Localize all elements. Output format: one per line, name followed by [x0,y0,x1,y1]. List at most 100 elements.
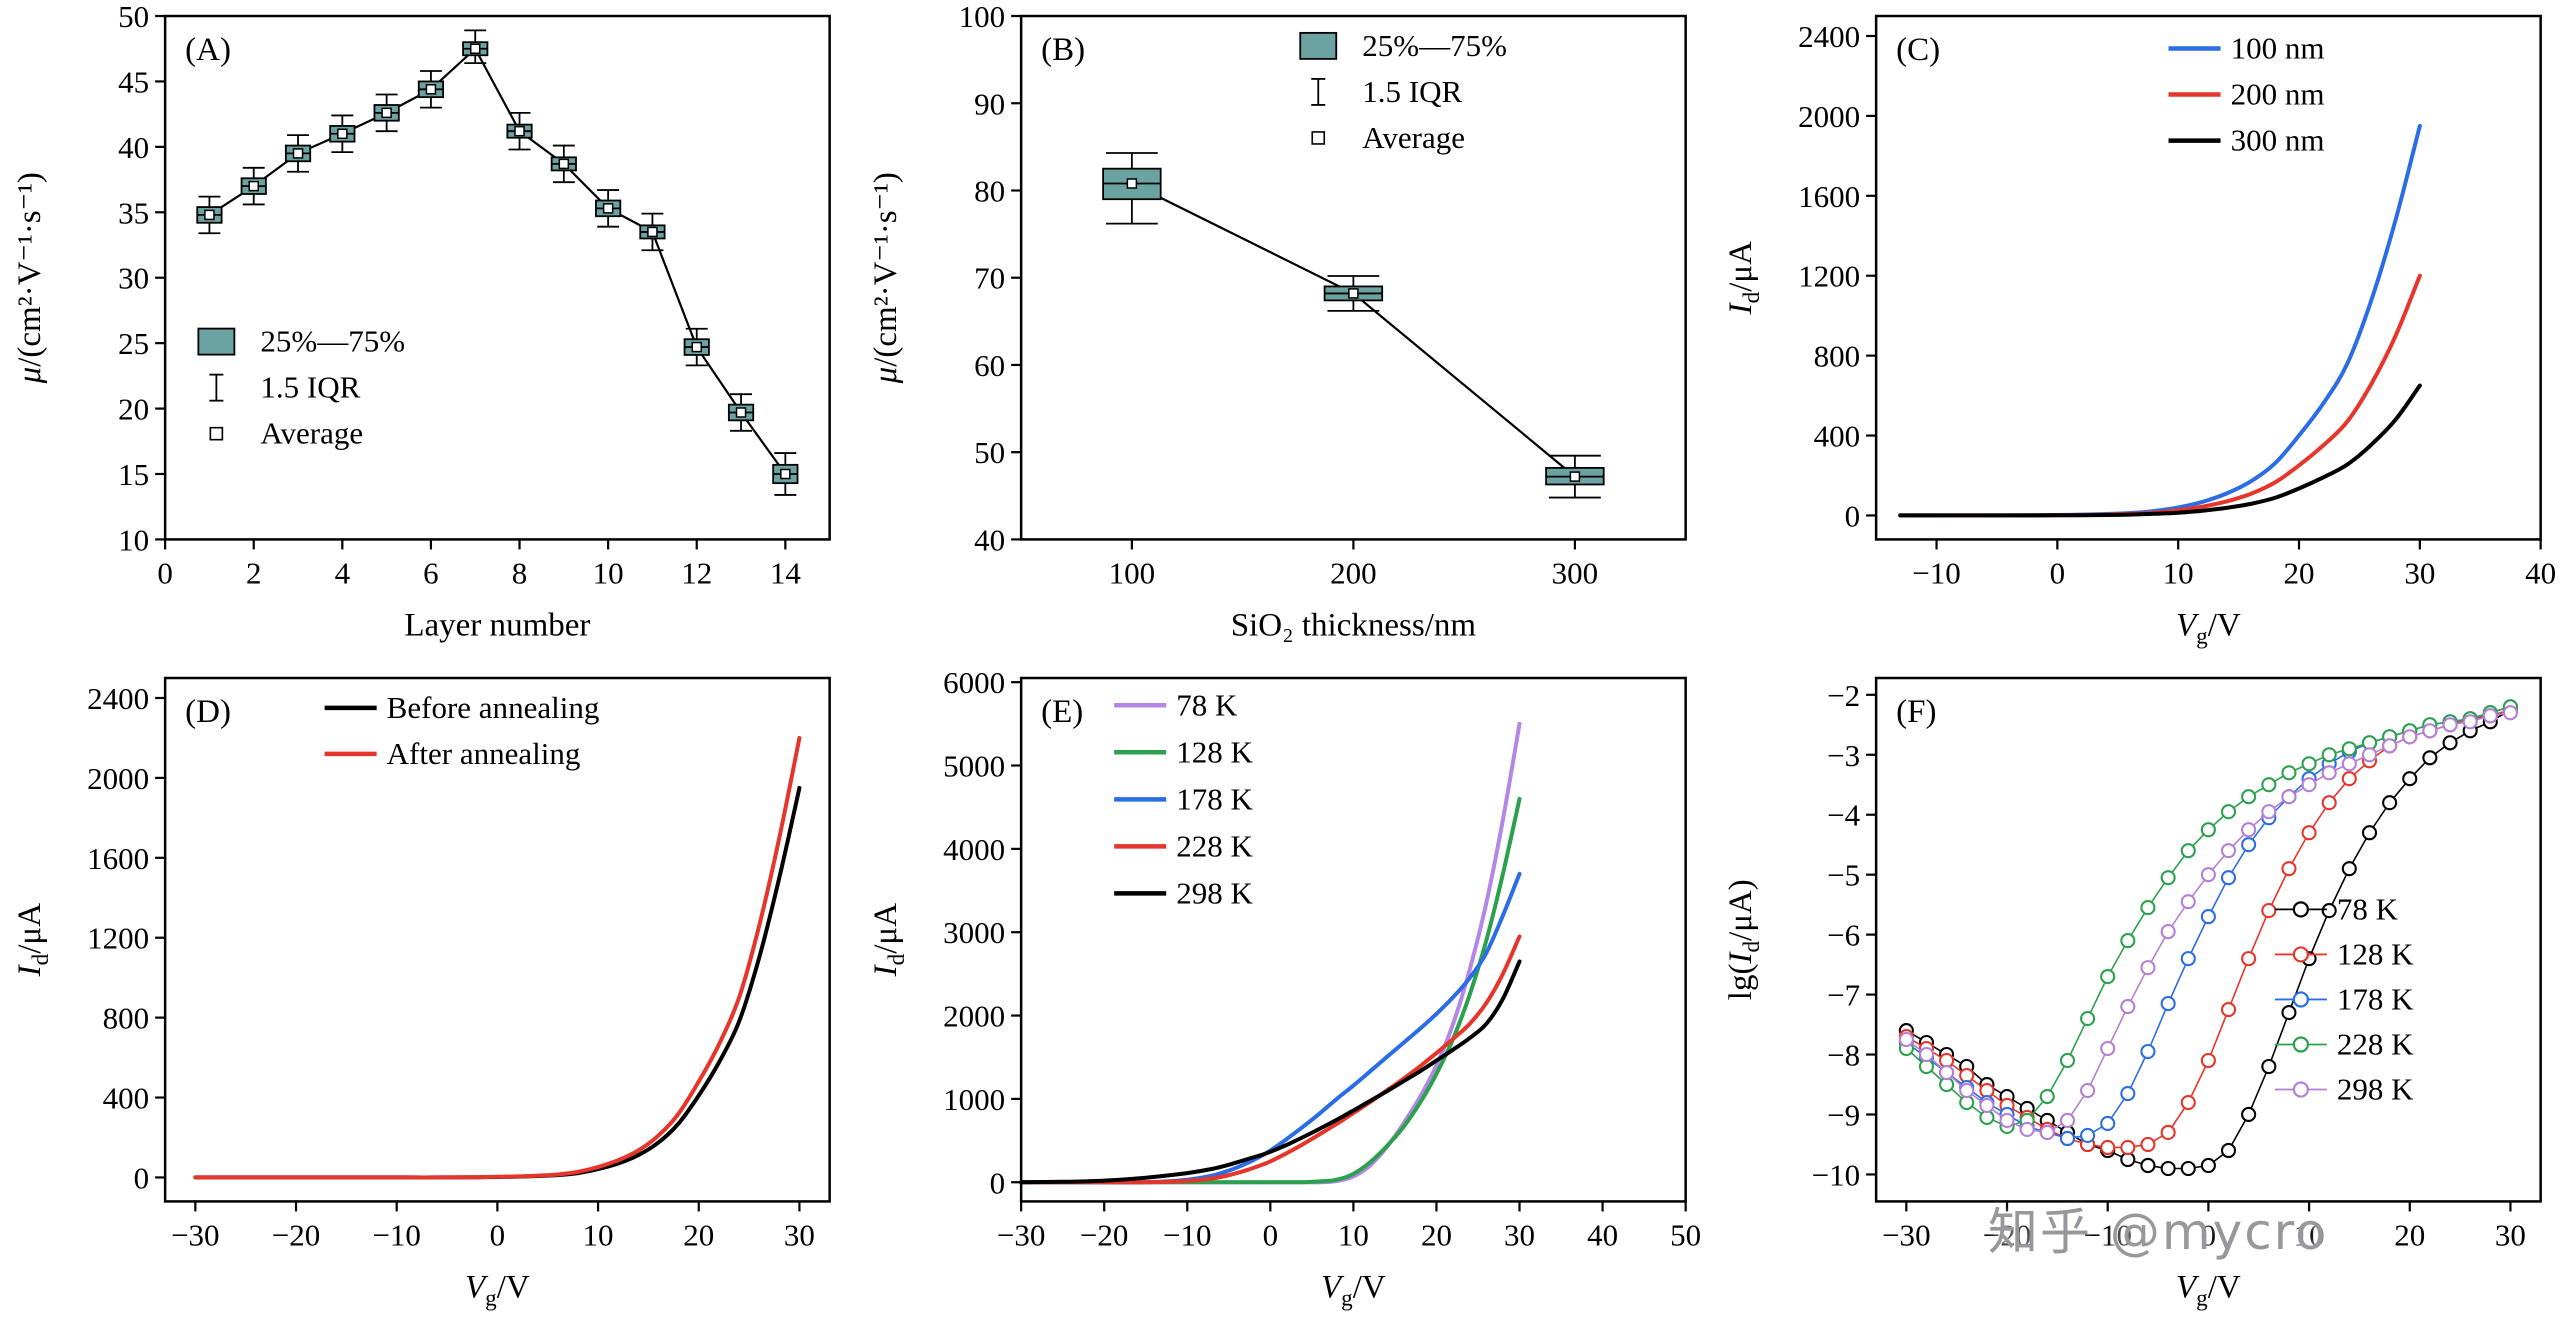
legend-label: 200 nm [2231,77,2325,112]
x-tick-label: −10 [2084,1217,2133,1252]
x-tick-label: 100 [1108,555,1155,590]
legend-label: 1.5 IQR [1362,74,1462,109]
series-marker-298-K [1959,1082,1975,1098]
series-marker-298-K [2402,728,2418,744]
series-marker-228-K [2321,746,2338,762]
series-marker-128-K [2201,1052,2217,1068]
series-marker-78-K [2181,1160,2197,1176]
series-marker-298-K [2442,716,2458,732]
legend-label: After annealing [387,735,581,770]
series-marker-128-K [2342,770,2358,786]
y-tick-label: 2400 [1798,19,1860,54]
series-marker-298-K [1979,1097,1995,1113]
y-tick-label: 10 [118,522,149,557]
series-marker-78-K [2201,1157,2217,1173]
y-tick-label: −8 [1827,1037,1860,1072]
legend-circle-glyph [2293,1080,2310,1098]
series-marker-298-K [2201,866,2217,882]
y-tick-label: 0 [1845,498,1861,533]
average-marker [248,180,259,192]
x-tick-label: 14 [770,555,802,590]
x-tick-label: 200 [1330,555,1377,590]
y-tick-label: 2000 [943,998,1005,1033]
series-group-E [1018,721,1522,1184]
y-tick-label: 100 [958,0,1005,34]
legend-label: 178 K [2337,981,2414,1016]
panel-C: −10 0 10 20 30 40 0 400 800 1200 1600 2000 2400 Vg/V I… [1711,0,2567,662]
x-tick-label: −10 [1163,1217,1212,1252]
series-marker-298-K [2019,1121,2036,1137]
average-marker [381,107,392,119]
series-marker-78-K [2261,1058,2277,1074]
y-tick-label: 50 [974,435,1005,470]
y-tick-label: 2000 [1798,99,1860,134]
legend-label: 1.5 IQR [260,370,360,405]
panel-D: −30 −20 −10 0 10 20 30 0 400 800 1200 1600 2000 2400 V… [0,662,856,1323]
x-tick-label: −30 [997,1217,1046,1252]
y-tick-label: −9 [1827,1097,1860,1132]
y-tick-label: −10 [1812,1157,1861,1192]
x-tick-label: 20 [2395,1217,2426,1252]
legend-label: 78 K [2337,891,2399,926]
panel-label: (B) [1041,32,1085,68]
x-tick-label: 30 [1504,1217,1535,1252]
x-tick-label: 20 [1421,1217,1452,1252]
series-marker-178-K [2221,869,2237,885]
series-group-C [1898,123,2423,518]
x-tick-label: 2 [246,555,262,590]
series-marker-298-K [1899,1031,1915,1047]
panel-label: (C) [1896,32,1940,68]
average-marker [514,125,525,137]
series-marker-228-K [2060,1052,2076,1068]
y-tick-label: −7 [1827,977,1860,1012]
x-tick-label: −10 [372,1217,421,1252]
series-marker-298-K [2040,1124,2056,1140]
x-tick-label: −20 [1983,1217,2032,1252]
y-tick-label: 60 [974,348,1005,383]
y-tick-label: 0 [134,1160,150,1195]
series-marker-78-K [2402,770,2418,786]
series-marker-298-K [2362,746,2378,762]
legend-label: 298 K [2337,1071,2414,1106]
series-line-Before-annealing [193,785,802,1179]
chart-C-svg: −10 0 10 20 30 4004008001200160020002400Vg/VI… [1723,14,2556,649]
series-marker-78-K [2362,824,2378,840]
legend-label: 228 K [2337,1026,2414,1061]
series-line-298-K [1018,958,1522,1184]
series-marker-298-K [2342,755,2358,771]
series-marker-178-K [2201,908,2217,924]
axes-frame [1875,14,2543,541]
average-marker [602,203,614,214]
x-tick-label: 4 [335,555,351,590]
legend-label: 128 K [2337,936,2414,971]
series-marker-298-K [2301,776,2317,792]
series-marker-178-K [2080,1127,2096,1143]
legend-label: 78 K [1176,687,1238,722]
series-marker-178-K [2120,1085,2136,1101]
series-marker-298-K [2160,923,2177,939]
box-connector-line [1131,182,1576,478]
y-axis-label: Id/μA [868,902,909,976]
series-marker-298-K [2060,1112,2076,1128]
y-tick-label: 0 [989,1165,1005,1200]
x-tick-label: 8 [512,555,528,590]
chart-E-svg: −30 −20 −10 0 10 20 30 40 50 0 1000 2000 3000 4000 500… [868,665,1701,1310]
series-marker-228-K [2281,764,2297,780]
series-marker-298-K [2422,722,2438,738]
x-axis-label: Layer number [404,607,590,643]
x-tick-label: 10 [2294,1217,2325,1252]
legend-label: 178 K [1176,781,1253,816]
y-axis-label: lg(Id/μA) [1723,879,1764,1000]
series-marker-298-K [2221,842,2237,858]
y-axis-label: Id/μA [1723,241,1764,315]
panel-label: (A) [185,32,231,68]
y-tick-label: 1600 [1798,179,1860,214]
average-marker [1347,288,1359,299]
series-marker-178-K [2241,836,2257,852]
average-marker [1569,471,1580,482]
y-tick-label: 800 [103,1000,150,1035]
series-marker-128-K [2241,950,2257,966]
series-marker-178-K [2160,995,2177,1011]
